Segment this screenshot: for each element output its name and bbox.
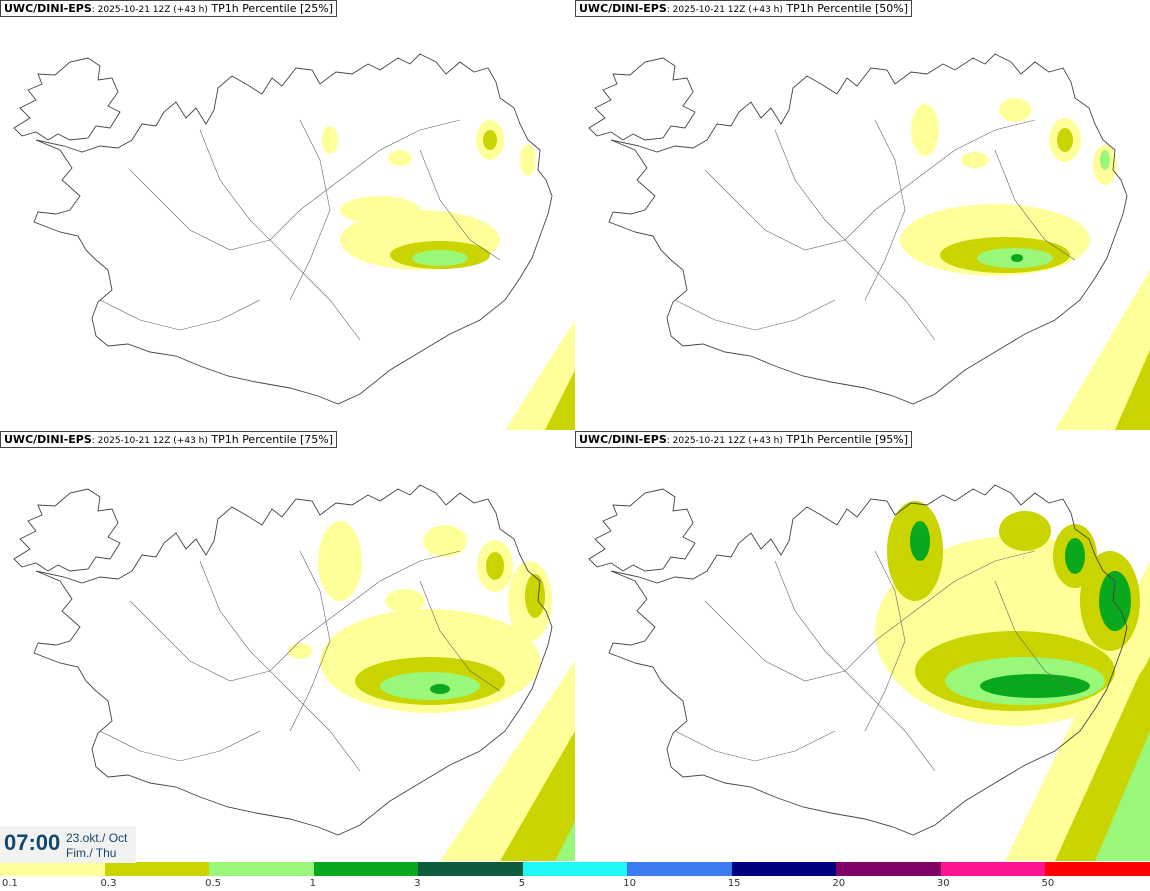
- valid-time-box: 07:00 23.okt./ Oct Fim./ Thu: [0, 826, 136, 863]
- panel-title: UWC/DINI-EPS: 2025-10-21 12Z (+43 h) TP1…: [575, 431, 912, 448]
- legend-swatch: [313, 862, 419, 876]
- map-panel-p25: UWC/DINI-EPS: 2025-10-21 12Z (+43 h) TP1…: [0, 0, 575, 430]
- valid-date: 23.okt./ Oct: [66, 831, 128, 845]
- legend-swatch: [1045, 862, 1150, 876]
- panel-title: UWC/DINI-EPS: 2025-10-21 12Z (+43 h) TP1…: [575, 0, 912, 17]
- legend-swatch: [418, 862, 524, 876]
- panel-title: UWC/DINI-EPS: 2025-10-21 12Z (+43 h) TP1…: [0, 431, 337, 448]
- legend-swatch: [104, 862, 210, 876]
- offshore-precip: [505, 320, 575, 430]
- legend-swatch: [940, 862, 1046, 876]
- legend-label: 5: [518, 878, 526, 889]
- legend-swatch: [209, 862, 315, 876]
- map-p25: [13, 53, 575, 430]
- legend-swatch: [836, 862, 942, 876]
- panel-title: UWC/DINI-EPS: 2025-10-21 12Z (+43 h) TP1…: [0, 0, 337, 17]
- legend-label: 0.3: [100, 878, 117, 889]
- legend-swatch: [731, 862, 837, 876]
- legend-label: 10: [623, 878, 636, 889]
- legend-label: 30: [936, 878, 950, 889]
- legend-swatch: [522, 862, 628, 876]
- legend-label: 3: [414, 878, 421, 889]
- legend-swatch: [627, 862, 733, 876]
- legend-label: 1: [309, 878, 316, 889]
- valid-day: Fim./ Thu: [66, 846, 117, 860]
- legend-label: 50: [1041, 878, 1055, 889]
- map-panel-p95: UWC/DINI-EPS: 2025-10-21 12Z (+43 h) TP1…: [575, 431, 1150, 861]
- map-p95: [588, 484, 1150, 861]
- map-panel-p75: UWC/DINI-EPS: 2025-10-21 12Z (+43 h) TP1…: [0, 431, 575, 861]
- valid-time: 07:00: [4, 830, 61, 855]
- map-panel-p50: UWC/DINI-EPS: 2025-10-21 12Z (+43 h) TP1…: [575, 0, 1150, 430]
- legend-label: 20: [832, 878, 846, 889]
- map-p75: [13, 484, 575, 861]
- color-legend: 0.1 0.3 0.5 1 3 5 10 15 20 30 50: [0, 862, 1150, 891]
- map-p50: [588, 53, 1150, 430]
- legend-label: 0.5: [205, 878, 221, 889]
- legend-swatch: [0, 862, 106, 876]
- legend-label: 15: [727, 878, 741, 889]
- legend-label: 0.1: [2, 878, 18, 889]
